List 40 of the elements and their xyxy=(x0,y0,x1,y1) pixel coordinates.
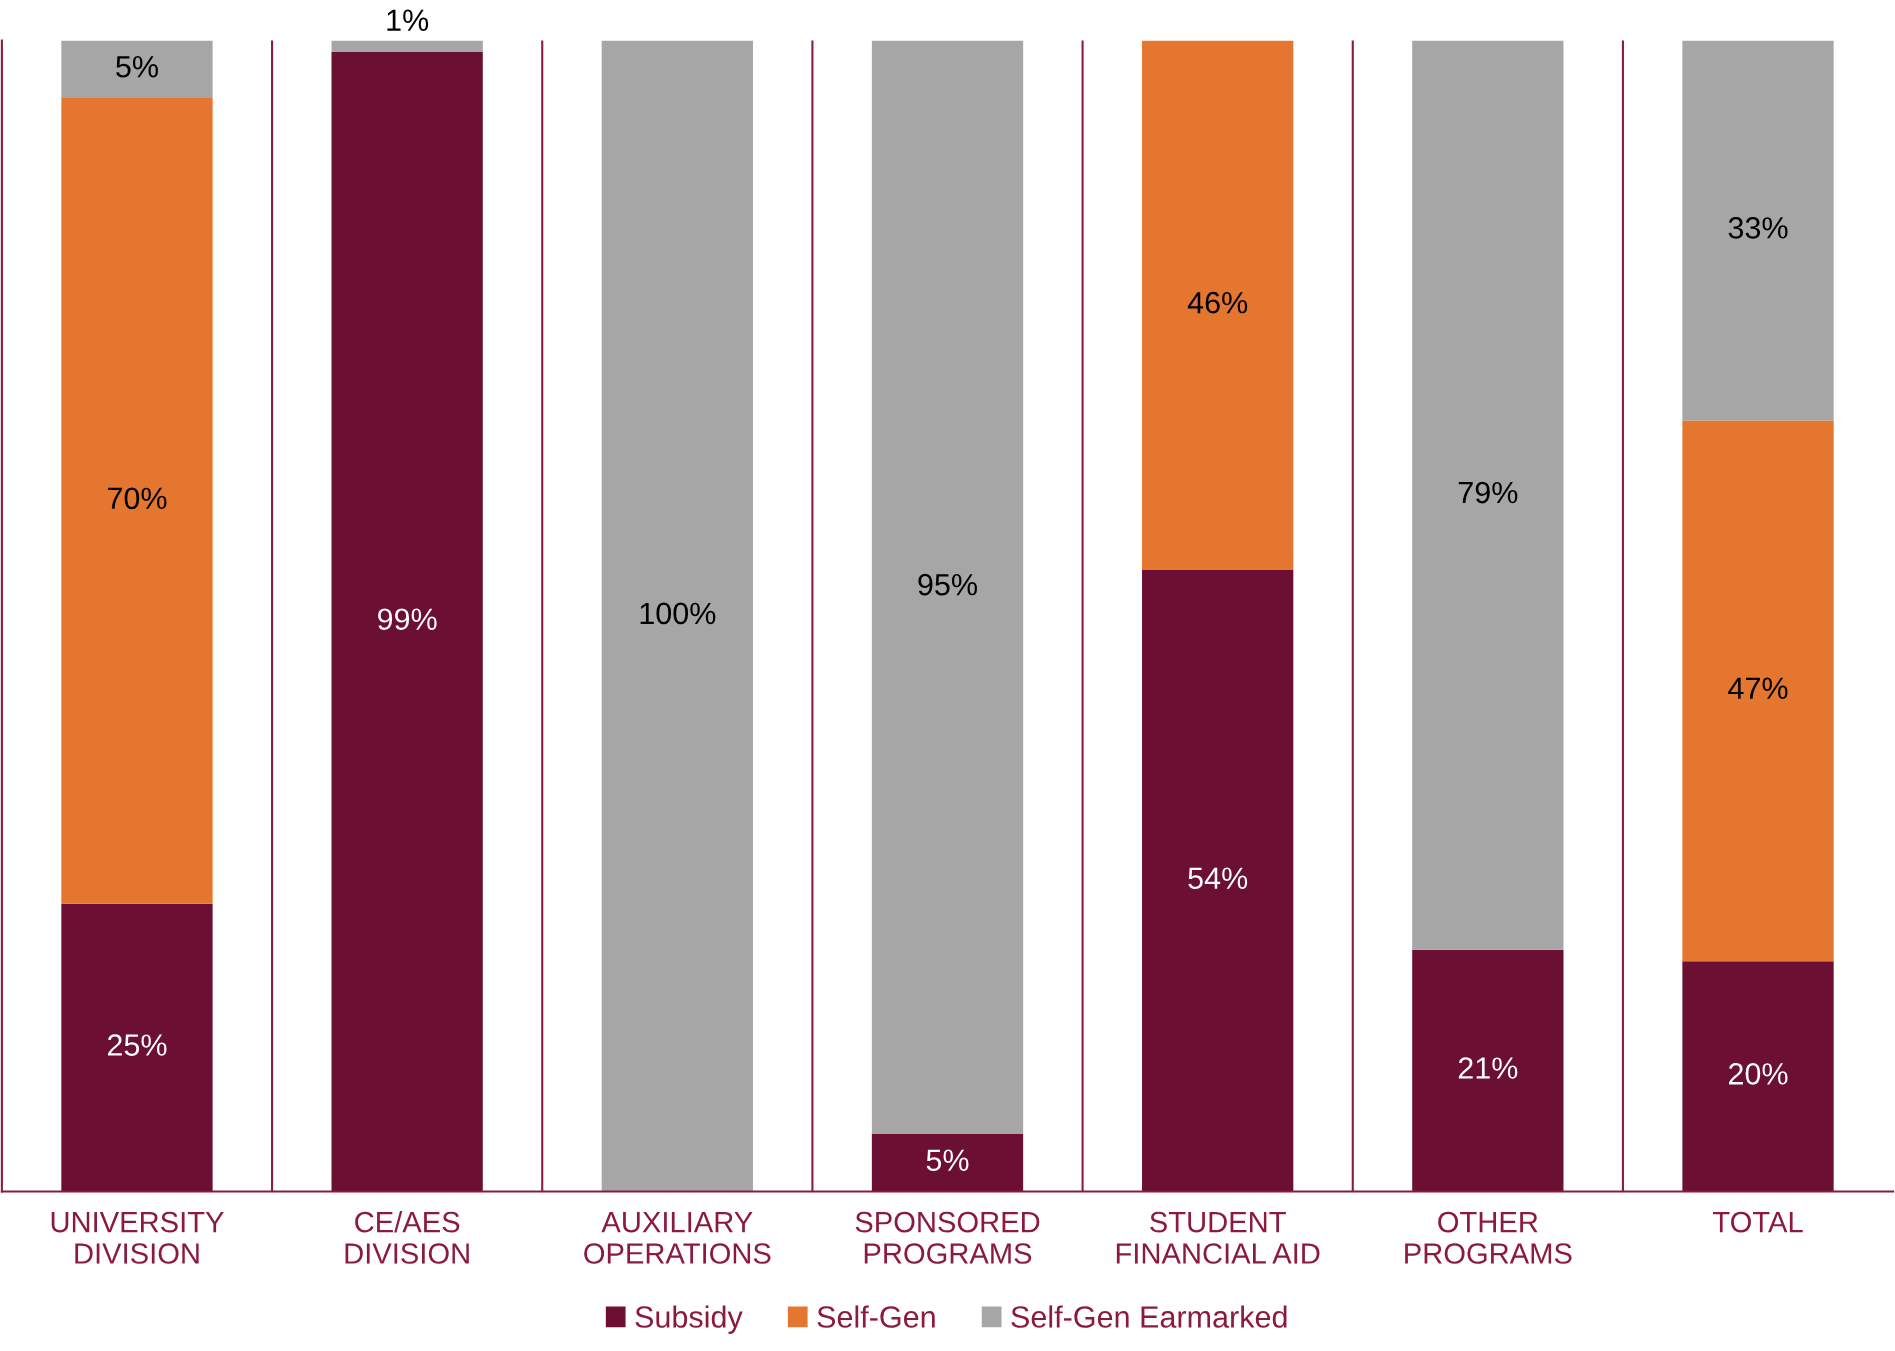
data-label: 79% xyxy=(1458,481,1518,504)
legend-label: Subsidy xyxy=(635,1305,743,1334)
bar xyxy=(1682,420,1834,962)
bar xyxy=(1142,40,1294,571)
bar xyxy=(1682,961,1834,1192)
x-tick-label: AUXILIARY OPERATIONS xyxy=(584,1212,771,1264)
bar xyxy=(61,40,213,99)
x-tick-label: TOTAL xyxy=(1713,1211,1803,1233)
x-tick-label: STUDENT FINANCIAL AID xyxy=(1116,1211,1320,1264)
x-tick-label: SPONSORED PROGRAMS xyxy=(855,1211,1040,1264)
data-label: 25% xyxy=(107,1034,167,1056)
bar xyxy=(61,98,213,904)
bar xyxy=(331,40,483,53)
legend-label: Self-Gen xyxy=(817,1305,935,1328)
data-label: 33% xyxy=(1728,217,1788,239)
bar xyxy=(1412,40,1564,950)
bar xyxy=(1682,40,1834,421)
data-label: 95% xyxy=(918,573,977,596)
bar xyxy=(1412,949,1564,1192)
bar xyxy=(871,1134,1024,1192)
data-label: 70% xyxy=(107,487,167,510)
data-label: 47% xyxy=(1728,677,1788,699)
x-tick-label: UNIVERSITY DIVISION xyxy=(51,1211,224,1264)
bar xyxy=(1142,570,1294,1192)
data-label: 5% xyxy=(926,1149,969,1172)
x-tick-label: CE/AES DIVISION xyxy=(345,1211,469,1264)
bar xyxy=(331,52,483,1192)
data-label: 46% xyxy=(1187,291,1248,314)
data-label: 99% xyxy=(378,608,437,631)
legend-label: Self-Gen Earmarked xyxy=(1011,1305,1287,1328)
data-label: 5% xyxy=(116,56,158,78)
data-label: 1% xyxy=(387,9,429,31)
data-label: 21% xyxy=(1458,1057,1518,1079)
data-label: 100% xyxy=(640,602,716,625)
data-label: 20% xyxy=(1728,1063,1788,1085)
bar xyxy=(871,40,1024,1135)
x-tick-label: OTHER PROGRAMS xyxy=(1405,1211,1572,1264)
data-label: 54% xyxy=(1188,867,1248,889)
bar xyxy=(61,903,213,1192)
bar xyxy=(601,40,753,1192)
